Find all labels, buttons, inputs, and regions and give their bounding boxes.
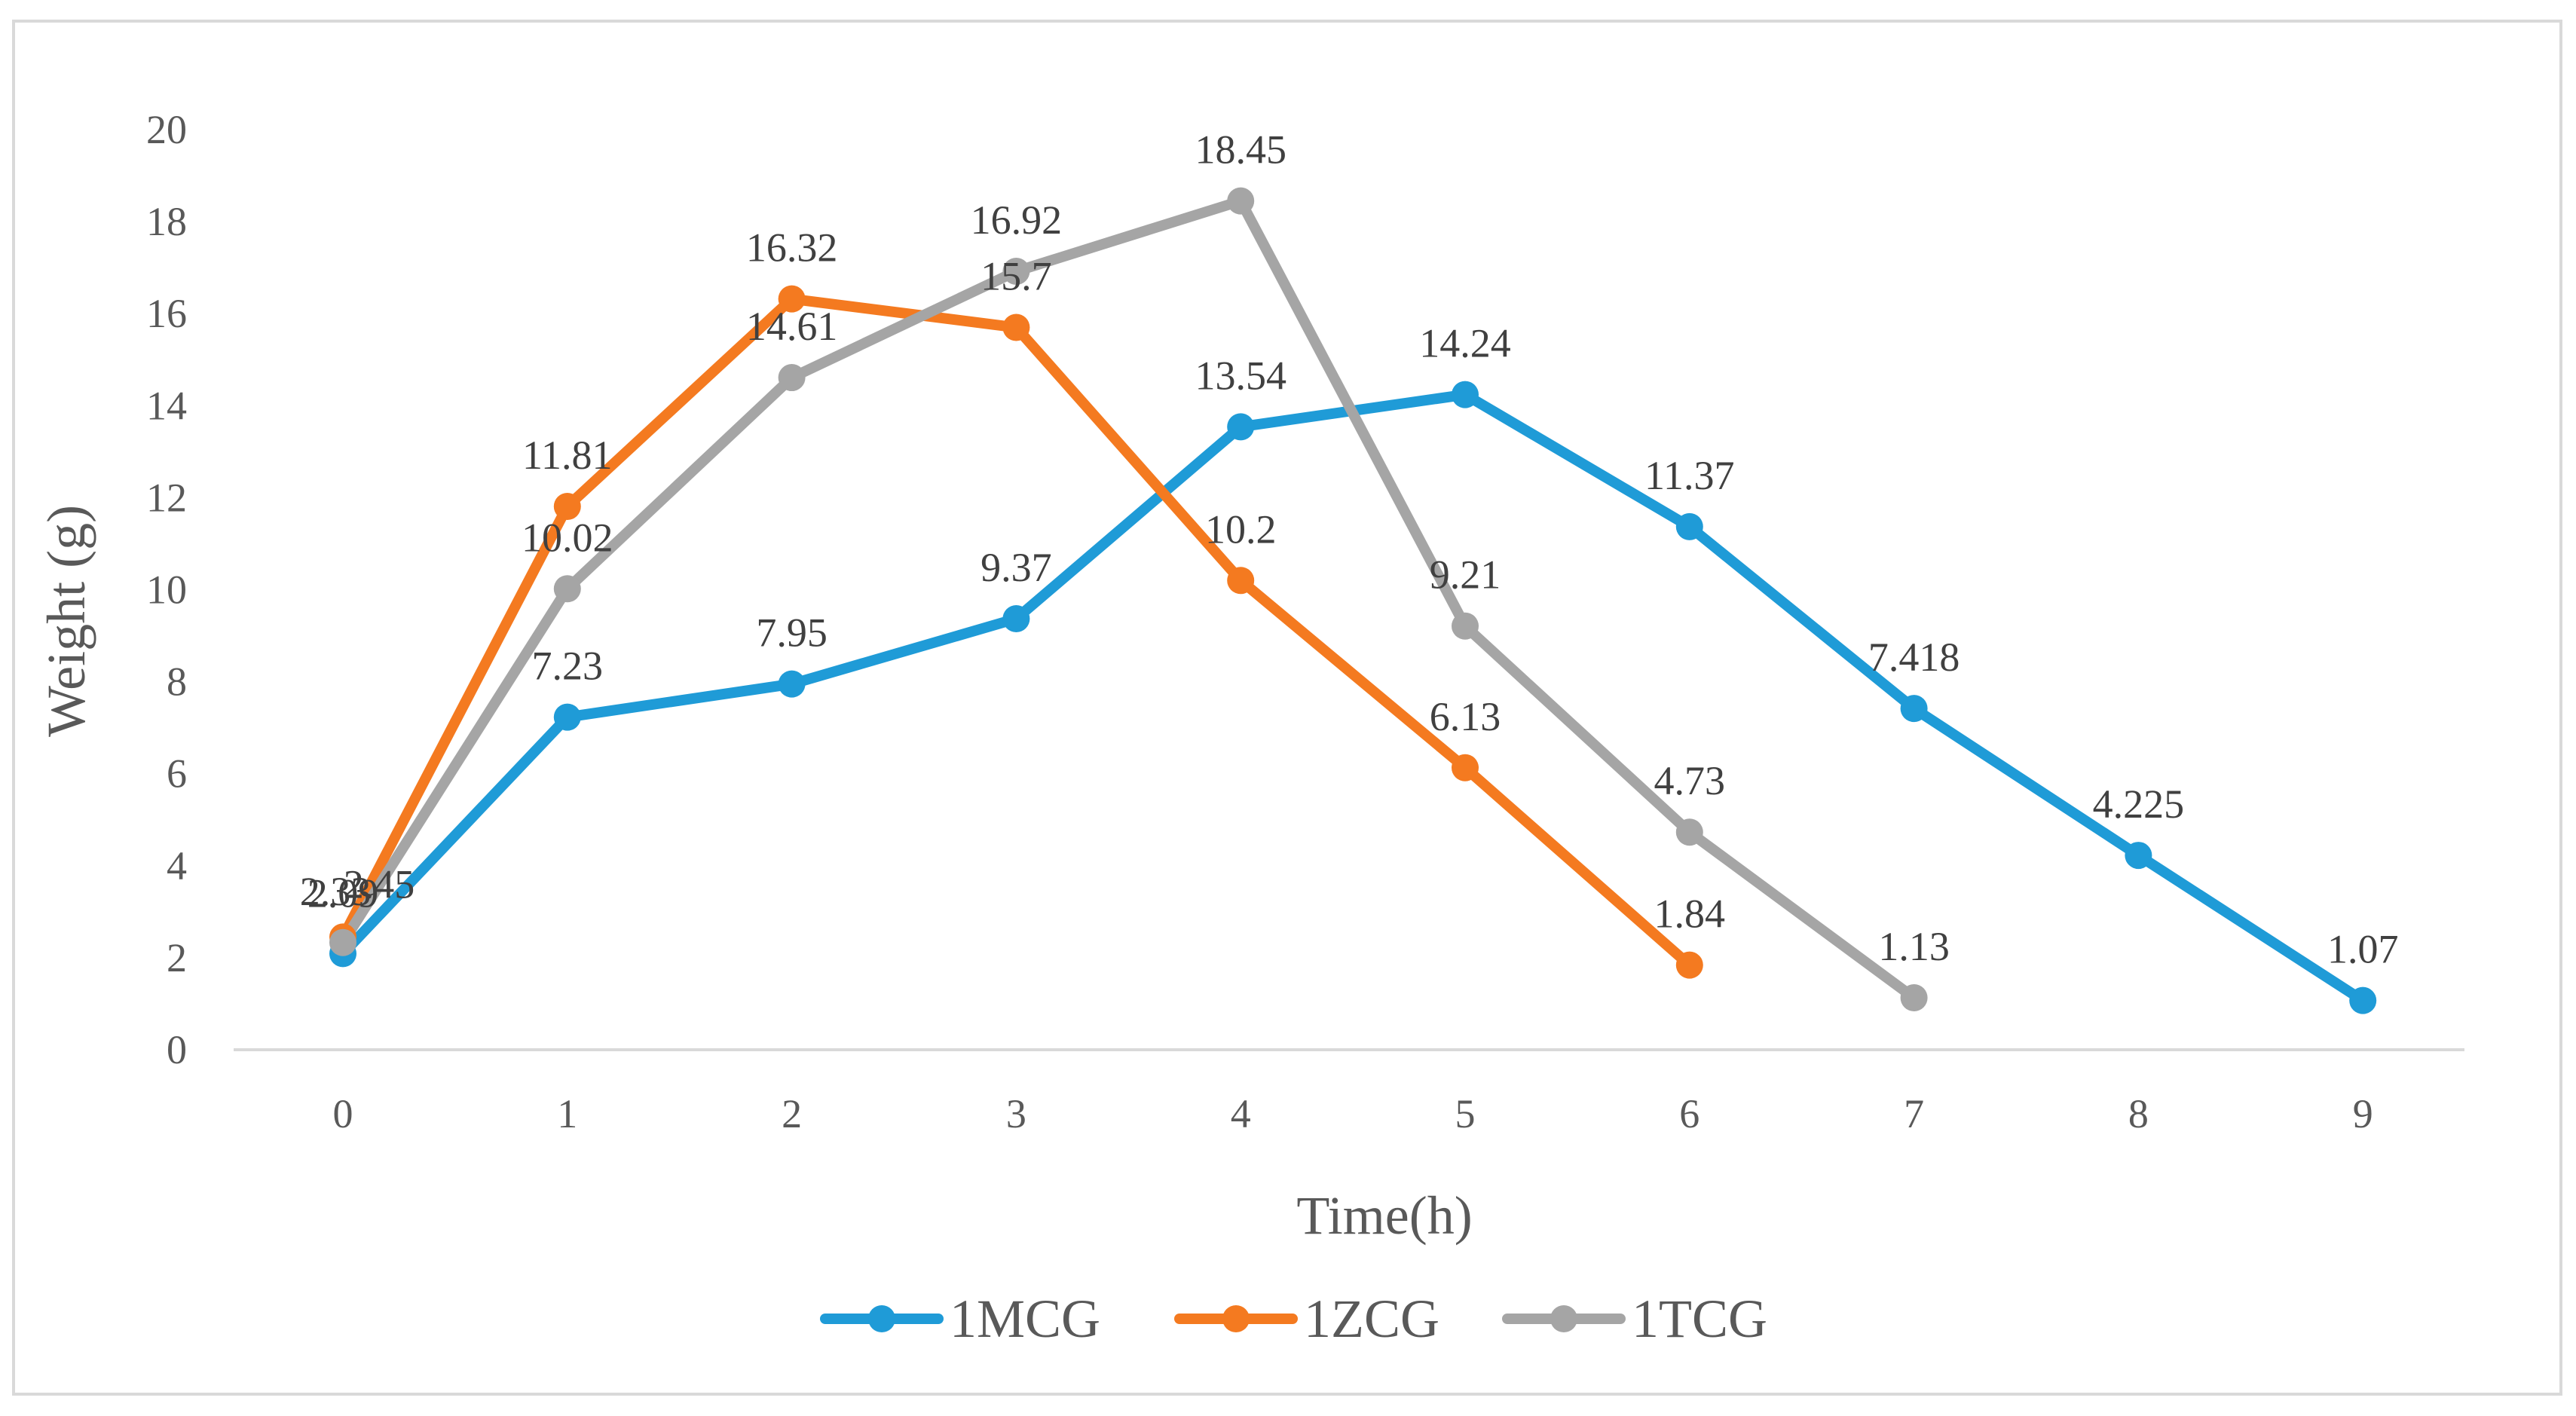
data-point-1tcg [1452,612,1479,640]
data-label-1zcg: 1.84 [1654,891,1726,937]
y-tick-label: 4 [167,843,187,888]
x-tick-label: 0 [333,1091,353,1136]
data-label-1tcg: 2.33 [300,869,372,914]
data-point-1tcg [1675,818,1703,846]
data-point-1mcg [1002,604,1030,632]
data-label-1zcg: 11.81 [522,433,613,478]
data-label-1zcg: 2.45 [344,861,415,907]
y-tick-label: 12 [146,475,187,520]
legend-swatch-marker [868,1305,895,1332]
x-tick-label: 4 [1231,1091,1251,1136]
legend-label: 1MCG [950,1289,1100,1349]
data-point-1zcg [778,285,806,313]
data-point-1zcg [553,492,581,520]
data-label-1mcg: 13.54 [1195,353,1286,398]
data-label-1mcg: 7.23 [532,644,604,689]
data-label-1mcg: 2.09 [307,870,379,916]
series-line-1tcg [338,195,1920,1004]
series-points [329,187,2377,1014]
x-axis-ticks: 0 1 2 3 4 5 6 7 8 9 [333,1091,2373,1136]
x-tick-label: 7 [1904,1091,1924,1136]
legend-swatch-marker [1550,1305,1577,1332]
data-labels: 2.09 7.23 7.95 9.37 13.54 14.24 11.37 7.418 4.22… [300,127,2399,972]
legend: 1MCG 1ZCG 1TCG [820,1289,1767,1349]
x-axis-title: Time(h) [1296,1185,1472,1246]
data-point-1zcg [1675,951,1703,979]
data-label-1zcg: 10.2 [1205,506,1277,552]
data-label-1mcg: 11.37 [1644,453,1735,498]
data-label-1mcg: 7.95 [756,610,828,656]
data-point-1zcg [1002,313,1030,341]
legend-swatch-marker [1222,1305,1250,1332]
data-label-1tcg: 14.61 [746,304,838,349]
data-label-1mcg: 14.24 [1419,321,1511,366]
data-point-1mcg [1675,512,1703,540]
data-label-1zcg: 15.7 [981,254,1052,299]
x-tick-label: 1 [557,1091,577,1136]
legend-label: 1ZCG [1304,1289,1439,1349]
x-tick-label: 2 [782,1091,802,1136]
data-label-1tcg: 10.02 [522,515,613,560]
data-point-1zcg [1227,567,1255,595]
y-tick-label: 18 [146,199,187,244]
y-tick-label: 20 [146,107,187,152]
y-tick-label: 10 [146,567,187,613]
data-label-1mcg: 9.37 [981,545,1052,590]
y-tick-label: 6 [167,751,187,797]
x-tick-label: 8 [2128,1091,2149,1136]
y-tick-label: 0 [167,1027,187,1072]
legend-item-1zcg: 1ZCG [1174,1289,1439,1349]
legend-item-1tcg: 1TCG [1502,1289,1767,1349]
y-tick-label: 8 [167,659,187,705]
data-label-1tcg: 16.92 [971,197,1063,243]
x-tick-label: 6 [1679,1091,1699,1136]
legend-item-1mcg: 1MCG [820,1289,1100,1349]
data-point-1mcg [2125,842,2152,870]
data-point-1mcg [778,670,806,698]
data-point-1mcg [1900,695,1928,723]
data-label-1mcg: 1.07 [2327,927,2399,972]
data-point-1tcg [553,575,581,603]
data-point-1mcg [1227,413,1255,441]
y-tick-label: 14 [146,383,187,428]
data-label-1mcg: 7.418 [1868,635,1960,680]
y-tick-label: 16 [146,291,187,336]
x-tick-label: 9 [2353,1091,2373,1136]
legend-label: 1TCG [1632,1289,1767,1349]
data-point-1mcg [553,703,581,731]
data-point-1zcg [1452,754,1479,781]
data-point-1mcg [2349,986,2377,1014]
data-point-1tcg [329,928,356,956]
data-point-1tcg [1002,258,1030,286]
data-label-1mcg: 4.225 [2093,781,2185,827]
chart-frame [12,20,2562,1396]
data-label-1zcg: 16.32 [746,225,838,271]
data-point-1tcg [1900,984,1928,1012]
data-label-1tcg: 18.45 [1195,127,1286,173]
data-label-1tcg: 9.21 [1430,552,1501,598]
data-label-1tcg: 1.13 [1878,924,1950,969]
data-label-1tcg: 4.73 [1654,758,1726,803]
y-tick-label: 2 [167,935,187,980]
x-tick-label: 5 [1455,1091,1476,1136]
data-point-1tcg [778,364,806,392]
x-tick-label: 3 [1006,1091,1026,1136]
data-label-1zcg: 6.13 [1430,694,1501,739]
data-point-1mcg [1452,381,1479,408]
y-axis-title: Weight (g) [36,505,96,737]
y-axis-ticks: 0 2 4 6 8 10 12 14 16 18 20 [146,107,187,1072]
data-point-1tcg [1227,187,1255,215]
